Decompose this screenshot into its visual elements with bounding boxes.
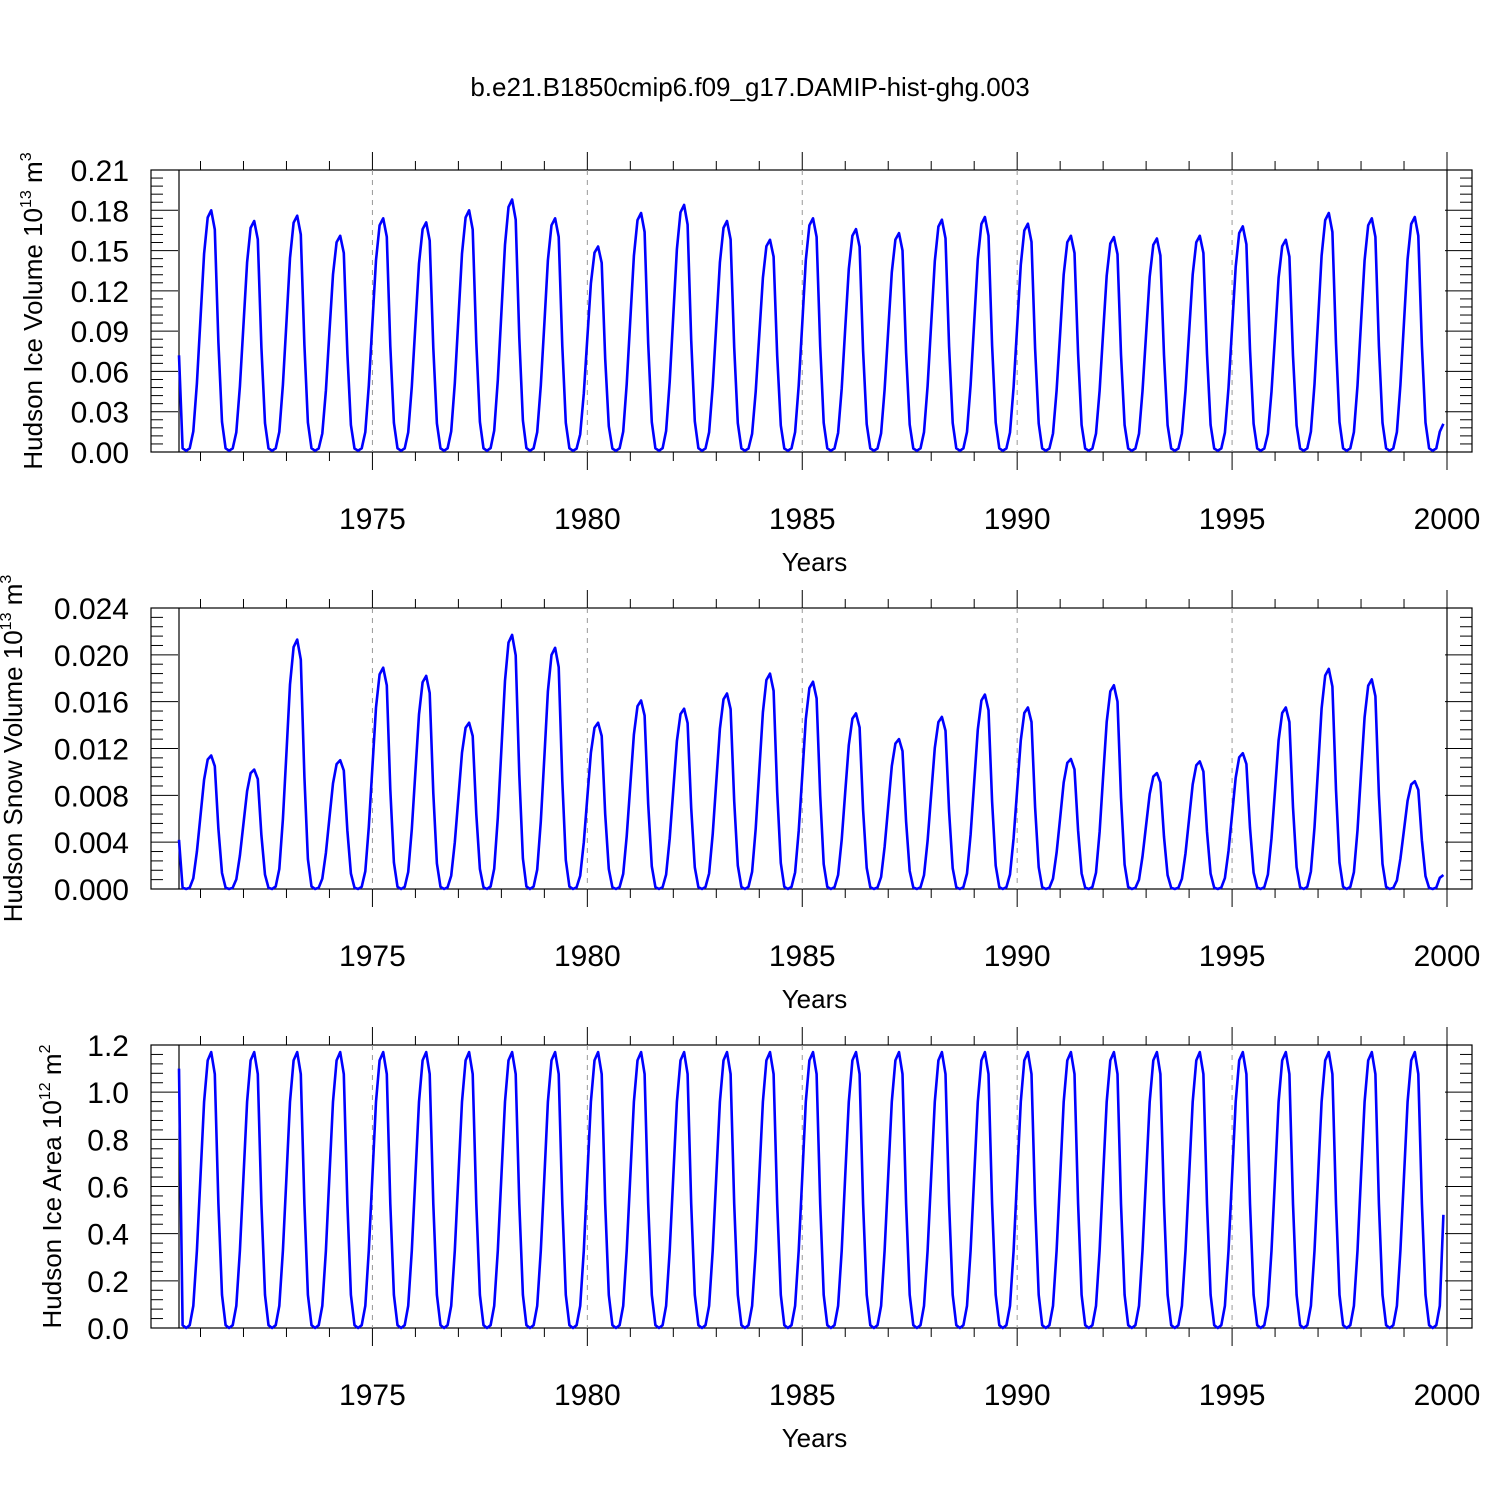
y-label-unit-exponent: 3 [18,152,35,161]
x-tick-label: 1980 [554,1379,621,1412]
y-label-unit: m [37,1053,67,1082]
plot-frame [150,169,1473,453]
x-axis-label: Years [782,984,848,1014]
y-tick-label: 1.0 [87,1077,129,1110]
y-label-unit-exponent: 2 [37,1044,54,1053]
x-tick-label: 2000 [1414,503,1481,536]
y-tick-label: 0.18 [71,195,129,228]
y-tick-label: 0.09 [71,316,129,349]
x-tick-label: 1985 [769,503,836,536]
x-tick-label: 2000 [1414,940,1481,973]
x-tick-label: 1990 [984,940,1051,973]
panel-snow-volume: 1975 1980 1985 1990 1995 2000 Years 0.000 0.004 0… [0,575,1480,1014]
y-tick-label: 0.012 [54,734,129,767]
x-axis-label: Years [782,547,848,577]
x-tick-label: 1985 [769,940,836,973]
y-tick-label: 1.2 [87,1030,129,1063]
y-tick-label: 0.6 [87,1172,129,1205]
panel-ice-area: 1975 1980 1985 1990 1995 2000 Years 0.0 0.2 0.4 0.… [37,1027,1480,1453]
y-label-text: Hudson Ice Area 10 [37,1100,67,1328]
y-label-unit-exponent: 3 [0,575,15,584]
y-tick-label: 0.03 [71,397,129,430]
figure-title: b.e21.B1850cmip6.f09_g17.DAMIP-hist-ghg.… [470,72,1029,102]
y-tick-label: 0.4 [87,1219,129,1252]
x-tick-label: 1975 [339,503,406,536]
y-tick-label: 0.008 [54,780,129,813]
x-tick-label: 1990 [984,503,1051,536]
x-tick-label: 1985 [769,1379,836,1412]
y-tick-label: 0.2 [87,1266,129,1299]
y-tick-label: 0.00 [71,437,129,470]
x-tick-label: 1995 [1199,940,1266,973]
series-line [177,1050,1445,1330]
series-line [177,633,1445,891]
y-tick-label: 0.15 [71,236,129,269]
x-axis-label: Years [782,1423,848,1453]
x-tick-label: 1975 [339,1379,406,1412]
y-axis-label: Hudson Snow Volume 1013 m3 [0,575,28,923]
y-tick-label: 0.016 [54,687,129,720]
y-tick-label: 0.0 [87,1313,129,1346]
y-tick-label: 0.21 [71,155,129,188]
y-tick-label: 0.024 [54,593,129,626]
y-label-exponent: 13 [0,612,15,630]
y-label-exponent: 13 [18,190,35,208]
y-label-text: Hudson Ice Volume 10 [18,208,48,470]
y-tick-label: 0.12 [71,276,129,309]
y-label-unit: m [0,584,28,613]
y-tick-label: 0.8 [87,1124,129,1157]
series-line [177,198,1445,452]
y-axis-label: Hudson Ice Area 1012 m2 [37,1044,67,1328]
y-axis-label: Hudson Ice Volume 1013 m3 [18,152,48,469]
y-tick-label: 0.004 [54,827,129,860]
y-label-text: Hudson Snow Volume 10 [0,630,28,922]
y-tick-label: 0.000 [54,874,129,907]
x-tick-label: 1990 [984,1379,1051,1412]
y-label-exponent: 12 [37,1082,54,1100]
x-tick-label: 2000 [1414,1379,1481,1412]
y-tick-label: 0.06 [71,356,129,389]
panel-ice-volume: 1975 1980 1985 1990 1995 2000 Years 0.00 0.03 0.0… [18,152,1480,577]
x-tick-label: 1980 [554,940,621,973]
y-tick-label: 0.020 [54,640,129,673]
x-tick-label: 1980 [554,503,621,536]
x-tick-label: 1975 [339,940,406,973]
y-label-unit: m [18,161,48,190]
x-tick-label: 1995 [1199,503,1266,536]
x-tick-label: 1995 [1199,1379,1266,1412]
